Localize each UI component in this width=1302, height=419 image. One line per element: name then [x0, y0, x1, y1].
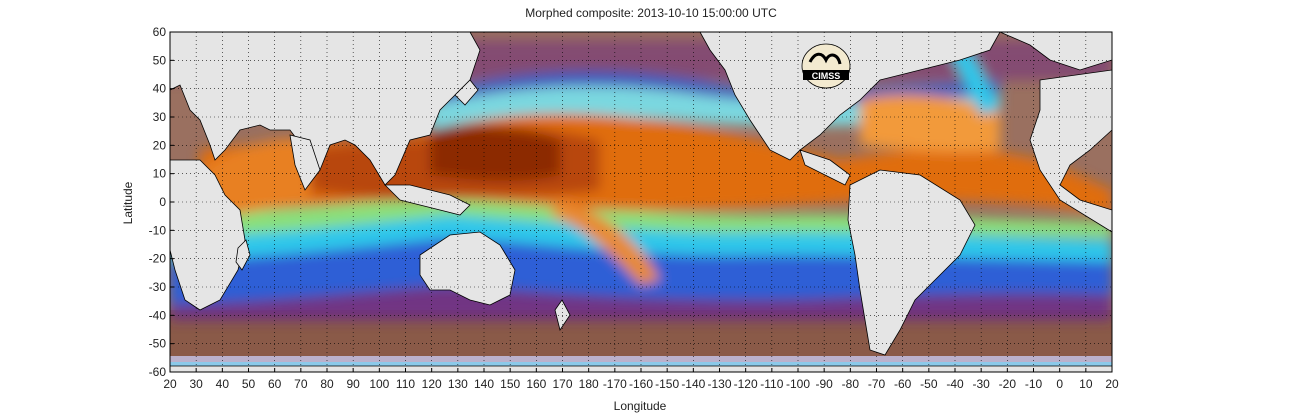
y-tick-label: -10	[149, 223, 167, 237]
x-tick-label: 110	[396, 377, 415, 391]
x-tick-label: -50	[920, 377, 938, 391]
y-tick-label: 10	[153, 167, 167, 181]
y-tick-label: 50	[153, 53, 167, 67]
x-tick-label: -150	[655, 377, 679, 391]
x-tick-label: 10	[1079, 377, 1093, 391]
y-tick-label: 40	[153, 82, 167, 96]
x-tick-label: 150	[500, 377, 520, 391]
x-tick-label: 90	[346, 377, 360, 391]
x-tick-label: 30	[189, 377, 203, 391]
x-tick-label: -160	[629, 377, 653, 391]
chart-title: Morphed composite: 2013-10-10 15:00:00 U…	[525, 6, 777, 20]
grid-lines	[170, 32, 1112, 372]
x-tick-label: -130	[707, 377, 731, 391]
y-axis-label: Latitude	[121, 181, 135, 225]
y-tick-label: -50	[149, 337, 167, 351]
x-tick-label: 170	[552, 377, 572, 391]
y-tick-label: -60	[149, 365, 167, 379]
y-tick-label: 20	[153, 138, 167, 152]
x-tick-label: 140	[474, 377, 494, 391]
svg-text:CIMSS: CIMSS	[812, 71, 841, 81]
x-tick-label: 70	[294, 377, 308, 391]
x-tick-label: -60	[894, 377, 912, 391]
x-tick-label: 50	[242, 377, 256, 391]
y-tick-label: 30	[153, 110, 167, 124]
x-tick-label: -110	[760, 377, 783, 391]
x-tick-label: 0	[1056, 377, 1063, 391]
x-axis-label: Longitude	[613, 399, 667, 413]
x-tick-label: -10	[1025, 377, 1043, 391]
x-tick-label: -140	[681, 377, 705, 391]
x-axis-ticks: 20 30 40 50 60 70 80 90 100 110 120 130 140 150 160 170…	[163, 368, 1119, 391]
x-tick-label: -70	[868, 377, 886, 391]
x-tick-label: 100	[369, 377, 389, 391]
x-tick-label: 20	[163, 377, 177, 391]
x-tick-label: 160	[526, 377, 546, 391]
x-tick-label: -40	[946, 377, 964, 391]
x-tick-label: -90	[815, 377, 833, 391]
x-tick-label: -120	[734, 377, 758, 391]
y-tick-label: 0	[159, 195, 166, 209]
x-tick-label: -30	[972, 377, 990, 391]
x-tick-label: 80	[320, 377, 334, 391]
x-tick-label: -80	[842, 377, 860, 391]
y-tick-label: -40	[149, 308, 167, 322]
y-tick-label: -20	[149, 252, 167, 266]
y-tick-label: -30	[149, 280, 167, 294]
water-vapor-field	[170, 32, 1112, 372]
x-tick-label: 120	[422, 377, 442, 391]
x-tick-label: -100	[786, 377, 810, 391]
cimss-logo: CIMSS	[801, 43, 851, 89]
x-tick-label: -20	[999, 377, 1017, 391]
x-tick-label: 180	[579, 377, 599, 391]
x-tick-label: 20	[1105, 377, 1119, 391]
y-axis-ticks: 60 50 40 30 20 10 0 -10 -20 -30 -40 -50 -60	[149, 25, 174, 379]
x-tick-label: 60	[268, 377, 282, 391]
x-tick-label: -170	[603, 377, 627, 391]
y-tick-label: 60	[153, 25, 167, 39]
x-tick-label: 130	[448, 377, 468, 391]
x-tick-label: 40	[216, 377, 230, 391]
